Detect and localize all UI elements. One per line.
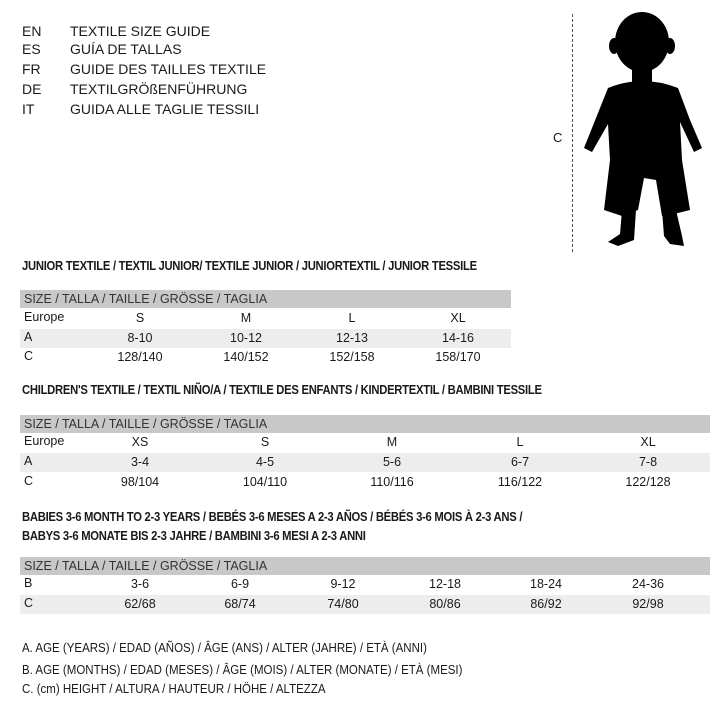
size-header-bar: SIZE / TALLA / TAILLE / GRÖSSE / TAGLIA <box>20 415 710 433</box>
language-code: FR <box>22 61 41 77</box>
table-cell: XL <box>640 435 656 449</box>
table-cell: 116/122 <box>497 475 543 489</box>
table-cell: S <box>260 435 270 449</box>
table-cell: 7-8 <box>638 455 658 469</box>
table-cell: 6-7 <box>510 455 530 469</box>
table-cell: L <box>348 311 356 325</box>
table-cell: 9-12 <box>330 577 356 591</box>
table-cell: 5-6 <box>382 455 402 469</box>
table-cell: 140/152 <box>223 350 269 364</box>
row-shade <box>20 453 710 472</box>
table-cell: 152/158 <box>329 350 375 364</box>
row-label: Europe <box>24 434 65 448</box>
row-label: Europe <box>24 310 65 324</box>
table-cell: 6-9 <box>230 577 250 591</box>
row-label: C <box>24 349 34 363</box>
table-cell: M <box>240 311 252 325</box>
table-cell: 68/74 <box>224 597 256 611</box>
table-cell: XL <box>450 311 466 325</box>
section-title: BABIES 3-6 MONTH TO 2-3 YEARS / BEBÉS 3-… <box>22 510 523 524</box>
table-cell: M <box>386 435 398 449</box>
table-cell: 110/116 <box>370 475 414 489</box>
table-cell: XS <box>131 435 149 449</box>
table-cell: L <box>516 435 524 449</box>
table-cell: 104/110 <box>242 475 288 489</box>
table-cell: 3-6 <box>130 577 150 591</box>
table-cell: 3-4 <box>130 455 150 469</box>
row-label: B <box>24 576 33 590</box>
table-cell: 8-10 <box>127 331 153 345</box>
table-cell: 10-12 <box>230 331 262 345</box>
language-title: GUÍA DE TALLAS <box>70 41 182 57</box>
language-title: TEXTILE SIZE GUIDE <box>70 23 211 39</box>
section-title: CHILDREN'S TEXTILE / TEXTIL NIÑO/A / TEX… <box>22 383 542 397</box>
table-cell: 74/80 <box>327 597 359 611</box>
table-cell: 98/104 <box>120 475 160 489</box>
table-cell: 18-24 <box>530 577 562 591</box>
size-header-bar: SIZE / TALLA / TAILLE / GRÖSSE / TAGLIA <box>20 290 511 308</box>
language-code: DE <box>22 81 42 97</box>
language-title: GUIDA ALLE TAGLIE TESSILI <box>70 101 260 117</box>
table-cell: 62/68 <box>124 597 156 611</box>
language-title: TEXTILGRÖßENFÜHRUNG <box>70 81 248 97</box>
table-cell: 4-5 <box>255 455 275 469</box>
size-header-bar: SIZE / TALLA / TAILLE / GRÖSSE / TAGLIA <box>20 557 710 575</box>
height-dashed-line <box>572 14 573 252</box>
row-shade <box>20 595 710 614</box>
table-cell: 24-36 <box>632 577 664 591</box>
table-cell: 158/170 <box>435 350 481 364</box>
table-cell: 86/92 <box>530 597 562 611</box>
section-title: JUNIOR TEXTILE / TEXTIL JUNIOR/ TEXTILE … <box>22 259 477 273</box>
section-title: BABYS 3-6 MONATE BIS 2-3 JAHRE / BAMBINI… <box>22 529 366 543</box>
row-label: C <box>24 474 34 488</box>
language-title: GUIDE DES TAILLES TEXTILE <box>70 61 267 77</box>
legend-item: A. AGE (YEARS) / EDAD (AÑOS) / ÂGE (ANS)… <box>22 641 427 655</box>
table-cell: 12-18 <box>429 577 461 591</box>
table-cell: 92/98 <box>632 597 664 611</box>
table-cell: 122/128 <box>625 475 671 489</box>
language-code: ES <box>22 41 41 57</box>
row-shade <box>20 329 511 348</box>
table-cell: S <box>135 311 145 325</box>
table-cell: 128/140 <box>117 350 163 364</box>
table-cell: 14-16 <box>442 331 474 345</box>
language-code: EN <box>22 23 42 39</box>
child-silhouette-icon <box>584 12 702 246</box>
table-cell: 80/86 <box>429 597 461 611</box>
legend-item: C. (cm) HEIGHT / ALTURA / HAUTEUR / HÖHE… <box>22 682 326 696</box>
row-label: A <box>24 330 33 344</box>
language-code: IT <box>22 101 35 117</box>
legend-item: B. AGE (MONTHS) / EDAD (MESES) / ÂGE (MO… <box>22 663 463 677</box>
row-label: C <box>24 596 34 610</box>
table-cell: 12-13 <box>336 331 368 345</box>
row-label: A <box>24 454 33 468</box>
height-label: C <box>553 130 563 145</box>
